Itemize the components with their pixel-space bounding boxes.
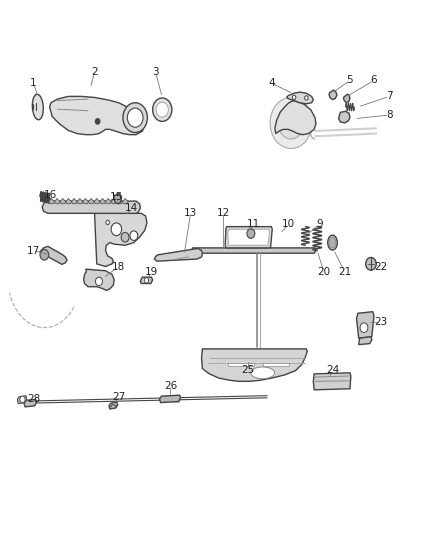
Polygon shape xyxy=(77,198,83,204)
Text: 14: 14 xyxy=(125,203,138,213)
Polygon shape xyxy=(359,337,372,345)
Text: 7: 7 xyxy=(386,91,392,101)
Polygon shape xyxy=(84,269,114,290)
Polygon shape xyxy=(117,198,123,204)
Text: 21: 21 xyxy=(338,267,351,277)
Polygon shape xyxy=(106,198,111,204)
Circle shape xyxy=(304,96,308,100)
Polygon shape xyxy=(201,349,307,381)
Polygon shape xyxy=(94,198,100,204)
Polygon shape xyxy=(17,395,27,403)
Polygon shape xyxy=(228,364,254,367)
Text: 18: 18 xyxy=(112,262,125,271)
Circle shape xyxy=(40,249,49,260)
Text: 11: 11 xyxy=(247,219,261,229)
Circle shape xyxy=(123,103,148,133)
Polygon shape xyxy=(49,198,54,204)
Polygon shape xyxy=(141,277,152,284)
Text: 25: 25 xyxy=(241,365,254,375)
Text: 2: 2 xyxy=(91,68,98,77)
Circle shape xyxy=(121,232,129,242)
Polygon shape xyxy=(54,198,60,204)
Ellipse shape xyxy=(251,367,275,378)
Text: 6: 6 xyxy=(371,76,377,85)
Text: 17: 17 xyxy=(27,246,40,255)
Polygon shape xyxy=(329,90,337,100)
Polygon shape xyxy=(24,399,36,407)
Polygon shape xyxy=(313,373,351,390)
Circle shape xyxy=(95,119,100,124)
Polygon shape xyxy=(88,198,94,204)
Circle shape xyxy=(366,257,376,270)
Text: 9: 9 xyxy=(316,219,323,229)
Polygon shape xyxy=(49,96,144,135)
Text: 3: 3 xyxy=(152,68,159,77)
Text: 4: 4 xyxy=(268,78,275,88)
Text: 8: 8 xyxy=(386,110,392,120)
Circle shape xyxy=(270,98,312,149)
Polygon shape xyxy=(343,94,350,103)
Polygon shape xyxy=(83,198,88,204)
Text: 13: 13 xyxy=(184,208,197,219)
Circle shape xyxy=(95,277,102,286)
Text: 19: 19 xyxy=(145,267,158,277)
Polygon shape xyxy=(339,111,350,123)
Circle shape xyxy=(292,95,296,100)
Circle shape xyxy=(152,98,172,122)
Text: 22: 22 xyxy=(374,262,387,271)
Text: 27: 27 xyxy=(112,392,125,402)
Polygon shape xyxy=(159,395,180,402)
Polygon shape xyxy=(263,364,289,367)
Polygon shape xyxy=(95,213,147,266)
Polygon shape xyxy=(114,193,122,204)
Polygon shape xyxy=(287,92,313,104)
Text: 10: 10 xyxy=(283,219,295,229)
Polygon shape xyxy=(225,227,272,248)
Circle shape xyxy=(247,229,255,238)
Polygon shape xyxy=(111,198,117,204)
Polygon shape xyxy=(228,229,270,245)
Text: 16: 16 xyxy=(44,190,57,200)
Text: 26: 26 xyxy=(164,381,177,391)
Circle shape xyxy=(360,323,368,333)
Circle shape xyxy=(145,278,149,283)
Circle shape xyxy=(156,102,168,117)
Polygon shape xyxy=(123,198,128,204)
Text: 20: 20 xyxy=(317,267,330,277)
Ellipse shape xyxy=(328,235,337,250)
Polygon shape xyxy=(191,248,316,253)
Text: 23: 23 xyxy=(374,317,387,327)
Polygon shape xyxy=(109,402,118,409)
Polygon shape xyxy=(71,198,77,204)
Polygon shape xyxy=(42,201,141,213)
Polygon shape xyxy=(40,246,67,264)
Polygon shape xyxy=(154,248,202,261)
Polygon shape xyxy=(357,312,374,338)
Ellipse shape xyxy=(32,94,43,120)
Text: 15: 15 xyxy=(110,192,123,203)
Text: 1: 1 xyxy=(30,78,37,88)
Text: 24: 24 xyxy=(326,365,339,375)
Circle shape xyxy=(20,396,25,402)
Text: 5: 5 xyxy=(346,76,353,85)
Circle shape xyxy=(111,223,122,236)
Ellipse shape xyxy=(329,237,336,248)
Circle shape xyxy=(130,231,138,240)
Circle shape xyxy=(127,108,143,127)
Polygon shape xyxy=(100,198,106,204)
Text: 12: 12 xyxy=(217,208,230,219)
Circle shape xyxy=(278,107,304,139)
Polygon shape xyxy=(275,101,316,135)
Circle shape xyxy=(106,220,110,224)
Text: 28: 28 xyxy=(27,394,40,405)
Polygon shape xyxy=(60,198,66,204)
Polygon shape xyxy=(66,198,71,204)
